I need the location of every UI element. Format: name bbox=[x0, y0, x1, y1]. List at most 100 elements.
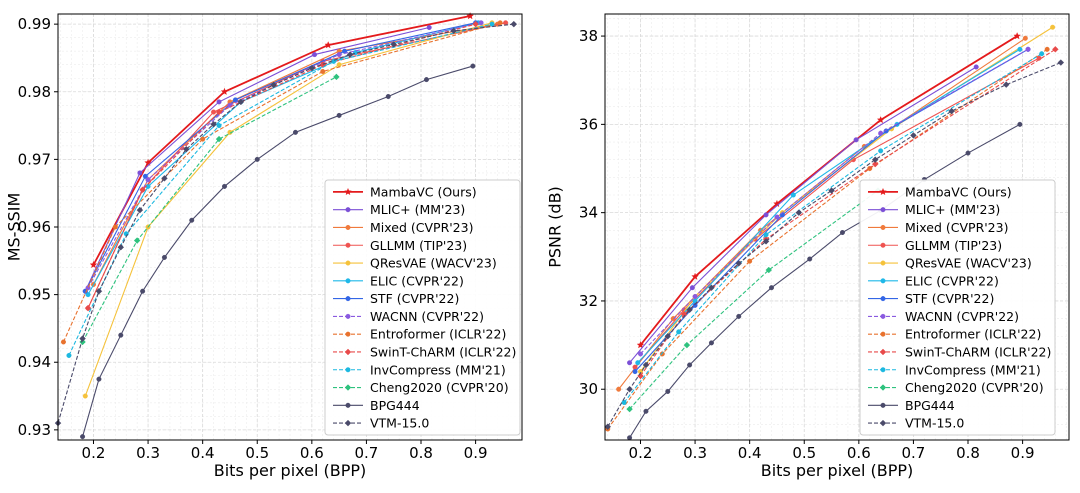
data-point bbox=[136, 206, 144, 214]
data-point bbox=[839, 230, 845, 236]
data-point bbox=[637, 369, 643, 375]
x-tick-label: 0.3 bbox=[136, 444, 160, 462]
data-point bbox=[137, 170, 143, 176]
data-point bbox=[692, 298, 698, 304]
data-point bbox=[686, 306, 693, 314]
series-8 bbox=[60, 20, 503, 345]
y-axis-label: PSNR (dB) bbox=[546, 186, 565, 268]
series-12 bbox=[80, 63, 476, 440]
series-line bbox=[607, 62, 1062, 428]
data-point bbox=[795, 209, 803, 216]
series-7 bbox=[637, 46, 1031, 357]
legend-item: InvCompress (MM'21) bbox=[868, 362, 1041, 377]
legend-item: QResVAE (WACV'23) bbox=[868, 256, 1032, 271]
data-point bbox=[145, 183, 151, 189]
data-point bbox=[878, 130, 884, 136]
data-point bbox=[308, 64, 316, 72]
legend-swatch-marker bbox=[880, 331, 886, 337]
legend-item: SwinT-ChARM (ICLR'22) bbox=[333, 344, 516, 359]
legend-item: BPG444 bbox=[868, 398, 955, 413]
data-point bbox=[689, 285, 695, 291]
data-point bbox=[692, 302, 698, 308]
data-point bbox=[342, 48, 348, 54]
legend-label: QResVAE (WACV'23) bbox=[905, 256, 1032, 271]
legend-item: VTM-15.0 bbox=[868, 416, 964, 431]
x-tick-label: 0.4 bbox=[191, 444, 215, 462]
y-tick-label: 36 bbox=[579, 115, 598, 133]
y-tick-label: 0.97 bbox=[18, 150, 51, 168]
legend-item: MLIC+ (MM'23) bbox=[333, 202, 465, 217]
data-point bbox=[910, 132, 917, 139]
data-point bbox=[871, 160, 879, 168]
legend-swatch-marker bbox=[880, 313, 886, 319]
series-line bbox=[607, 48, 1048, 430]
data-point bbox=[216, 99, 222, 105]
legend-label: Mixed (CVPR'23) bbox=[370, 220, 473, 235]
legend-swatch-marker bbox=[879, 384, 887, 391]
data-point bbox=[489, 21, 495, 27]
data-point bbox=[1052, 46, 1059, 53]
data-point bbox=[763, 232, 769, 238]
legend-swatch-marker bbox=[879, 419, 887, 427]
series-0 bbox=[89, 12, 474, 269]
data-point bbox=[139, 186, 146, 194]
legend-item: GLLMM (TIP'23) bbox=[333, 238, 467, 253]
data-point bbox=[1022, 35, 1028, 41]
legend-label: GLLMM (TIP'23) bbox=[370, 238, 467, 253]
data-point bbox=[965, 150, 971, 156]
data-point bbox=[642, 361, 650, 369]
data-point bbox=[1057, 59, 1065, 66]
data-point bbox=[336, 52, 342, 58]
legend-label: ELIC (CVPR'22) bbox=[905, 273, 999, 288]
chart-panel-1: 0.2 0.3 0.4 0.5 0.6 0.7 0.8 0.9 0.93 0.94 0.95 0.96… bbox=[5, 12, 523, 480]
data-point bbox=[762, 238, 770, 245]
legend-label: Entroformer (ICLR'22) bbox=[370, 327, 506, 342]
x-tick-label: 0.3 bbox=[683, 444, 707, 462]
data-point bbox=[215, 135, 223, 143]
data-point bbox=[878, 148, 884, 154]
legend-swatch-marker bbox=[880, 278, 886, 284]
legend-item: Cheng2020 (CVPR'20) bbox=[868, 380, 1044, 395]
data-point bbox=[478, 20, 484, 26]
legend-label: Cheng2020 (CVPR'20) bbox=[370, 380, 509, 395]
y-axis-ticks: 0.93 0.94 0.95 0.96 0.97 0.98 0.99 bbox=[18, 15, 58, 439]
legend-label: STF (CVPR'22) bbox=[905, 291, 994, 306]
legend-swatch-marker bbox=[344, 384, 352, 391]
x-tick-label: 0.2 bbox=[629, 444, 653, 462]
data-point bbox=[320, 68, 326, 74]
data-point bbox=[708, 284, 715, 291]
data-point bbox=[161, 254, 167, 260]
data-point bbox=[211, 109, 217, 115]
legend-swatch-marker bbox=[345, 224, 351, 230]
legend-label: QResVAE (WACV'23) bbox=[370, 256, 497, 271]
data-point bbox=[1013, 32, 1021, 40]
legend-item: SwinT-ChARM (ICLR'22) bbox=[868, 344, 1051, 359]
data-point bbox=[450, 27, 458, 35]
data-point bbox=[221, 183, 227, 189]
data-point bbox=[621, 399, 627, 405]
legend-swatch-marker bbox=[344, 187, 352, 196]
y-axis-ticks: 30 32 34 36 38 bbox=[579, 27, 605, 398]
legend-swatch-marker bbox=[345, 296, 351, 302]
series-11 bbox=[79, 73, 340, 346]
legend-swatch-marker bbox=[880, 296, 886, 302]
legend-label: SwinT-ChARM (ICLR'22) bbox=[370, 344, 516, 359]
data-point bbox=[853, 137, 859, 143]
y-tick-label: 0.99 bbox=[18, 15, 51, 33]
legend-item: GLLMM (TIP'23) bbox=[868, 238, 1002, 253]
data-point bbox=[333, 73, 340, 81]
series-9 bbox=[84, 20, 479, 312]
data-point bbox=[215, 108, 223, 116]
series-1 bbox=[627, 64, 979, 366]
series-group bbox=[604, 24, 1065, 441]
legend-swatch-marker bbox=[345, 260, 351, 266]
x-tick-label: 0.6 bbox=[847, 444, 871, 462]
x-tick-label: 0.9 bbox=[464, 444, 488, 462]
data-point bbox=[1039, 51, 1045, 57]
legend-box bbox=[859, 179, 1056, 436]
legend-swatch-marker bbox=[879, 187, 887, 196]
data-point bbox=[691, 272, 699, 280]
legend-swatch-marker bbox=[345, 207, 351, 213]
data-point bbox=[627, 435, 633, 441]
series-group bbox=[54, 12, 518, 440]
